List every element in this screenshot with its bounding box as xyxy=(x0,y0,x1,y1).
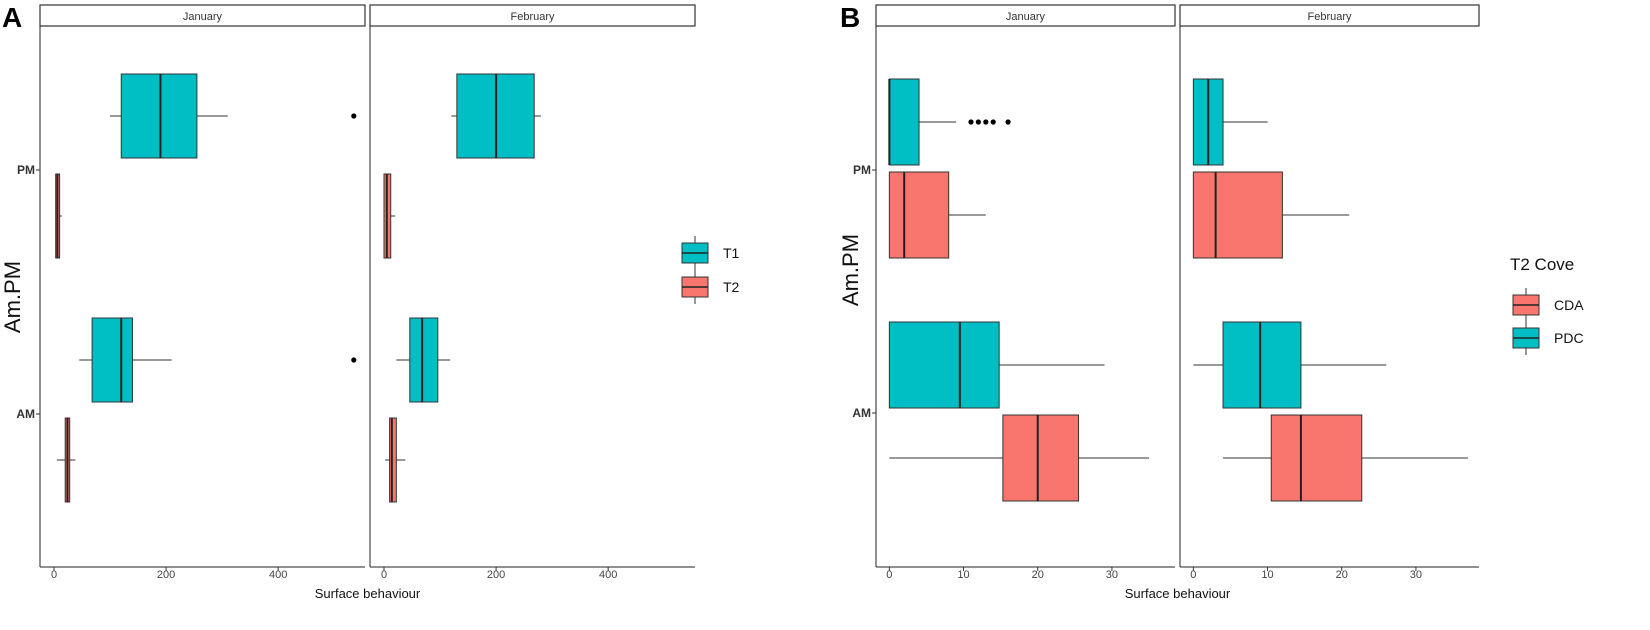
box-iqr xyxy=(91,317,133,403)
box-t1-pm xyxy=(451,73,541,159)
panel-label: A xyxy=(2,2,22,33)
outlier-point xyxy=(975,119,981,125)
box-t2-am xyxy=(385,417,406,503)
x-tick-label: 400 xyxy=(599,569,617,581)
x-tick-label: 30 xyxy=(1106,569,1118,581)
box-iqr xyxy=(1270,414,1363,502)
box-iqr xyxy=(1002,414,1080,502)
outlier-point xyxy=(968,119,974,125)
box-cda-am xyxy=(889,414,1150,502)
y-tick-label: AM xyxy=(16,407,35,421)
box-pdc-am xyxy=(888,321,1105,409)
legend-label: PDC xyxy=(1554,330,1584,346)
panel-label: B xyxy=(840,2,860,33)
box-t1-pm xyxy=(110,73,357,159)
facet-strip xyxy=(39,4,366,27)
facet-strip xyxy=(369,4,696,27)
legend-item-cda: CDA xyxy=(1512,288,1584,322)
box-t2-pm xyxy=(55,173,62,259)
legend-title: T2 Cove xyxy=(1510,255,1574,274)
x-axis-title: Surface behaviour xyxy=(1125,586,1231,601)
box-iqr xyxy=(888,78,920,166)
box-pdc-pm xyxy=(1192,78,1268,166)
legend: T2 Cove CDA PDC xyxy=(1510,255,1584,355)
box-t2-am xyxy=(56,417,76,503)
box-iqr xyxy=(1192,171,1283,259)
legend: T1 T2 xyxy=(681,236,740,304)
y-tick-label: PM xyxy=(853,163,871,177)
legend-item-t2: T2 xyxy=(681,270,740,304)
box-t1-am xyxy=(79,317,357,403)
x-tick-label: 30 xyxy=(1410,569,1422,581)
facet-strip-label: January xyxy=(1006,11,1046,23)
x-tick-label: 400 xyxy=(269,569,287,581)
outlier-point xyxy=(351,113,357,119)
box-iqr xyxy=(1222,321,1302,409)
facet-strip xyxy=(875,4,1176,27)
facet-strip-label: February xyxy=(1307,11,1352,23)
box-cda-am xyxy=(1223,414,1468,502)
y-axis-title: Am.PM xyxy=(0,261,25,333)
legend-item-t1: T1 xyxy=(681,236,740,270)
x-tick-label: 0 xyxy=(886,569,892,581)
y-tick-label: PM xyxy=(17,163,35,177)
x-axis-title: Surface behaviour xyxy=(315,586,421,601)
box-cda-pm xyxy=(1192,171,1350,259)
outlier-point xyxy=(990,119,996,125)
x-tick-label: 0 xyxy=(1190,569,1196,581)
panel-a: A January 0 200 400 February 0 200 400 PM AM Surfac… xyxy=(0,2,740,601)
outlier-point xyxy=(1005,119,1011,125)
y-axis-title: Am.PM xyxy=(838,234,863,306)
x-tick-label: 0 xyxy=(381,569,387,581)
facet-strip-label: February xyxy=(510,11,555,23)
y-tick-label: AM xyxy=(852,406,871,420)
x-tick-label: 10 xyxy=(1261,569,1273,581)
box-iqr xyxy=(389,417,397,503)
x-tick-label: 0 xyxy=(51,569,57,581)
x-tick-label: 200 xyxy=(487,569,505,581)
box-t1-am xyxy=(396,317,451,403)
outlier-point xyxy=(983,119,989,125)
legend-label: T2 xyxy=(723,279,740,295)
box-pdc-am xyxy=(1193,321,1387,409)
box-iqr xyxy=(120,73,198,159)
legend-label: CDA xyxy=(1554,297,1584,313)
panel-b: B January 0 10 20 30 February 0 10 20 30 PM AM Surfac… xyxy=(838,2,1584,601)
x-tick-label: 20 xyxy=(1336,569,1348,581)
box-pdc-pm xyxy=(888,78,1011,166)
x-tick-label: 200 xyxy=(157,569,175,581)
x-tick-label: 20 xyxy=(1032,569,1044,581)
facet-strip xyxy=(1179,4,1480,27)
box-cda-pm xyxy=(888,171,986,259)
legend-label: T1 xyxy=(723,245,740,261)
box-iqr xyxy=(409,317,439,403)
box-iqr xyxy=(888,321,1000,409)
box-iqr xyxy=(888,171,950,259)
box-t2-pm xyxy=(383,173,396,259)
facet-strip-label: January xyxy=(183,11,223,23)
legend-item-pdc: PDC xyxy=(1512,321,1584,355)
outlier-point xyxy=(351,357,357,363)
x-tick-label: 10 xyxy=(957,569,969,581)
